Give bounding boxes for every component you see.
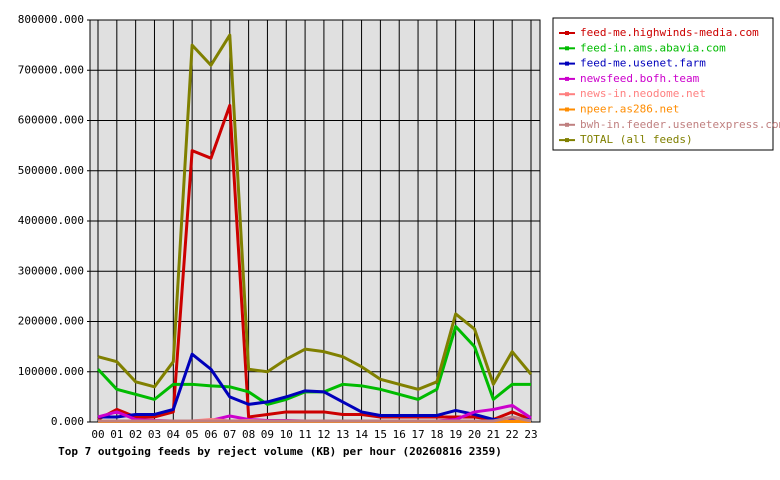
series-line xyxy=(98,352,531,421)
legend-label: TOTAL (all feeds) xyxy=(580,133,693,146)
x-tick-label: 08 xyxy=(242,428,255,441)
x-tick-label: 22 xyxy=(506,428,519,441)
legend-marker xyxy=(565,76,569,81)
y-tick-label: 400000.000 xyxy=(18,214,84,227)
x-tick-label: 19 xyxy=(449,428,462,441)
x-tick-label: 20 xyxy=(468,428,481,441)
x-tick-label: 18 xyxy=(430,428,443,441)
legend-marker xyxy=(565,92,569,97)
y-tick-label: 600000.000 xyxy=(18,114,84,127)
legend-marker xyxy=(565,46,569,51)
y-tick-label: 300000.000 xyxy=(18,264,84,277)
x-tick-label: 10 xyxy=(280,428,293,441)
x-tick-label: 17 xyxy=(411,428,424,441)
y-tick-label: 100000.000 xyxy=(18,365,84,378)
legend-marker xyxy=(565,122,569,127)
x-tick-label: 16 xyxy=(393,428,406,441)
x-tick-label: 06 xyxy=(204,428,217,441)
x-tick-label: 04 xyxy=(167,428,181,441)
x-tick-label: 03 xyxy=(148,428,161,441)
legend-label: bwh-in.feeder.usenetexpress.com xyxy=(580,118,780,131)
y-tick-label: 200000.000 xyxy=(18,315,84,328)
legend-marker xyxy=(565,138,569,143)
legend-marker xyxy=(565,61,569,66)
legend-marker xyxy=(565,31,569,35)
series-line xyxy=(98,415,532,423)
x-tick-label: 12 xyxy=(317,428,330,441)
legend-label: npeer.as286.net xyxy=(580,103,679,116)
y-tick-label: 500000.000 xyxy=(18,164,84,177)
y-tick-label: 0.000 xyxy=(51,415,84,428)
legend-label: news-in.neodome.net xyxy=(580,87,706,100)
x-tick-label: 14 xyxy=(355,428,369,441)
x-tick-label: 07 xyxy=(223,428,236,441)
series-line xyxy=(97,33,533,391)
x-tick-label: 21 xyxy=(487,428,500,441)
x-tick-label: 02 xyxy=(129,428,142,441)
y-tick-label: 800000.000 xyxy=(18,13,84,26)
legend-box xyxy=(552,17,774,151)
legend-label: newsfeed.bofh.team xyxy=(580,72,700,85)
legend-label: feed-me.usenet.farm xyxy=(580,57,706,70)
x-tick-label: 05 xyxy=(186,428,199,441)
legend-marker xyxy=(565,107,569,112)
chart-title: Top 7 outgoing feeds by reject volume (K… xyxy=(58,445,502,458)
x-tick-label: 15 xyxy=(374,428,387,441)
legend-label: feed-me.highwinds-media.com xyxy=(580,26,759,39)
legend-label: feed-in.ams.abavia.com xyxy=(580,41,726,54)
x-tick-label: 00 xyxy=(91,428,104,441)
x-tick-label: 13 xyxy=(336,428,349,441)
y-tick-label: 700000.000 xyxy=(18,63,84,76)
x-tick-label: 01 xyxy=(110,428,123,441)
x-tick-label: 11 xyxy=(298,428,311,441)
x-tick-label: 23 xyxy=(524,428,537,441)
x-tick-label: 09 xyxy=(261,428,274,441)
